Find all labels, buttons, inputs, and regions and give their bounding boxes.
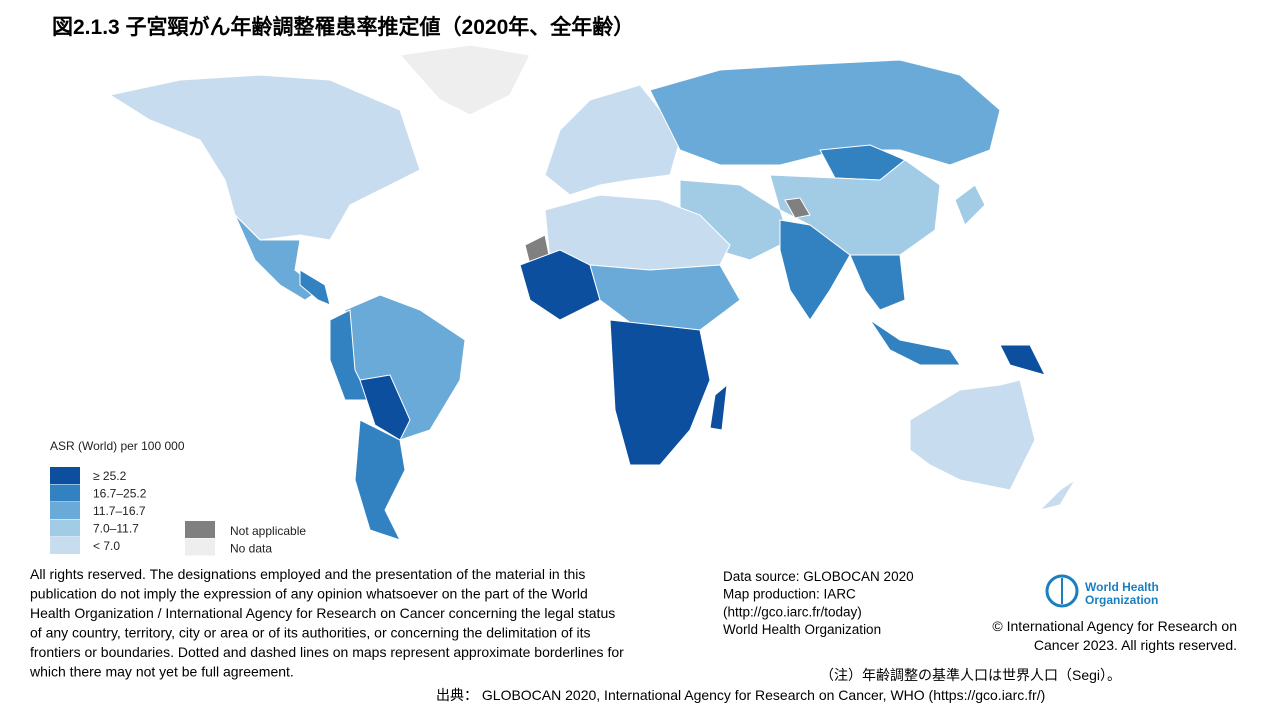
world-map <box>108 44 1076 541</box>
note: （注）年齢調整の基準人口は世界人口（Segi）。 <box>820 667 1121 683</box>
source-line: World Health Organization <box>723 622 881 637</box>
disclaimer-line: Health Organization / International Agen… <box>30 605 615 621</box>
japan <box>954 184 986 226</box>
logo-text: World Health <box>1085 580 1159 594</box>
disclaimer: All rights reserved. The designations em… <box>29 566 624 680</box>
indonesia <box>869 319 961 366</box>
legend-swatch <box>50 467 80 484</box>
legend-swatch <box>50 484 80 502</box>
legend-swatch <box>50 537 80 554</box>
disclaimer-line: of any country, territory, city or area … <box>30 625 591 641</box>
north-america <box>108 74 421 241</box>
legend-swatch <box>50 519 80 537</box>
legend-label: 7.0–11.7 <box>93 522 139 536</box>
argentina-chile <box>354 419 406 541</box>
legend: ≥ 25.2 16.7–25.2 11.7–16.7 7.0–11.7 < 7.0 Not… <box>50 467 306 556</box>
kashmir <box>784 197 811 219</box>
source: Data source: GLOBOCAN 2020 Map production… <box>723 569 914 637</box>
disclaimer-line: which there may not yet be full agreemen… <box>29 664 294 680</box>
source-line: Map production: IARC <box>723 587 856 602</box>
disclaimer-line: All rights reserved. The designations em… <box>30 566 585 582</box>
china <box>769 159 941 256</box>
copyright: © International Agency for Research on <box>992 618 1237 634</box>
legend-label: ≥ 25.2 <box>93 469 127 483</box>
logo-text: Organization <box>1085 593 1158 607</box>
greenland <box>399 44 531 116</box>
legend-swatch <box>185 538 215 556</box>
new-zealand <box>1038 479 1076 511</box>
title: 図2.1.3 子宮頸がん年齢調整罹患率推定値（2020年、全年齢） <box>52 15 634 39</box>
legend-label: Not applicable <box>230 524 306 538</box>
australia <box>909 379 1036 491</box>
southern-africa <box>609 319 711 466</box>
legend-label: 11.7–16.7 <box>93 504 146 518</box>
copyright: Cancer 2023. All rights reserved. <box>1034 637 1237 653</box>
who-logo: World Health Organization <box>1045 574 1159 608</box>
central-africa <box>589 264 741 331</box>
papua <box>999 344 1046 376</box>
legend-swatch <box>185 521 215 538</box>
citation: 出典： GLOBOCAN 2020, International Agency … <box>436 687 1045 703</box>
logo-emblem <box>1045 574 1079 608</box>
legend-label: No data <box>230 542 272 556</box>
southeast-asia <box>849 254 906 311</box>
india <box>779 219 851 321</box>
legend-swatch <box>50 502 80 519</box>
legend-title: ASR (World) per 100 000 <box>50 439 185 453</box>
disclaimer-line: frontiers or boundaries. Dotted and dash… <box>30 644 624 660</box>
disclaimer-line: publication do not imply the expression … <box>30 586 588 602</box>
central-america <box>299 269 331 306</box>
legend-label: 16.7–25.2 <box>93 487 147 501</box>
russia <box>649 59 1001 166</box>
source-line: (http://gco.iarc.fr/today) <box>723 604 862 619</box>
bolivia-paraguay <box>359 374 411 441</box>
legend-label: < 7.0 <box>93 539 120 553</box>
madagascar <box>709 383 728 431</box>
source-line: Data source: GLOBOCAN 2020 <box>723 569 914 584</box>
